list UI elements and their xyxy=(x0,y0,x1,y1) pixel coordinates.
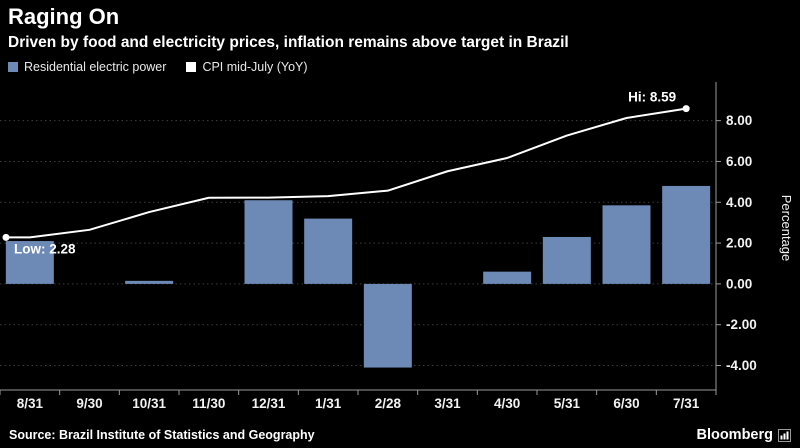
bar-1/31 xyxy=(304,218,353,284)
bar-swatch-icon xyxy=(8,62,18,73)
bloomberg-wordmark: Bloomberg xyxy=(696,427,773,443)
y-tick-label: 0.00 xyxy=(726,276,752,291)
bloomberg-logo: Bloomberg xyxy=(696,427,791,443)
chart-footer: Source: Brazil Institute of Statistics a… xyxy=(0,427,800,443)
cpi-line xyxy=(6,107,687,239)
x-tick-label: 6/30 xyxy=(613,396,639,411)
x-tick-label: 11/30 xyxy=(192,396,225,411)
x-tick-label: 1/31 xyxy=(315,396,342,411)
annotation-dot xyxy=(2,233,10,241)
bar-10/31 xyxy=(125,280,174,284)
x-tick-label: 4/30 xyxy=(494,396,520,411)
y-tick-label: 8.00 xyxy=(726,113,752,128)
legend-label: CPI mid-July (YoY) xyxy=(202,60,308,75)
chart-subtitle: Driven by food and electricity prices, i… xyxy=(8,34,569,52)
annotation-dot xyxy=(682,105,690,113)
y-tick-label: 2.00 xyxy=(726,236,752,251)
x-tick-label: 9/30 xyxy=(76,396,102,411)
x-tick-label: 3/31 xyxy=(434,396,461,411)
chart-title: Raging On xyxy=(8,4,120,29)
x-tick-label: 7/31 xyxy=(673,396,700,411)
bloomberg-terminal-icon xyxy=(778,428,791,442)
x-tick-label: 2/28 xyxy=(375,396,402,411)
bar-2/28 xyxy=(363,283,412,368)
x-tick-label: 8/31 xyxy=(17,396,44,411)
y-tick-label: -2.00 xyxy=(726,317,757,332)
bar-4/30 xyxy=(483,271,532,284)
y-tick-label: 4.00 xyxy=(726,195,752,210)
legend-item-cpi-mid-july: CPI mid-July (YoY) xyxy=(186,60,308,75)
source-note: Source: Brazil Institute of Statistics a… xyxy=(9,428,315,442)
legend-item-residential-electric-power: Residential electric power xyxy=(8,60,166,74)
y-tick-label: 6.00 xyxy=(726,154,752,169)
annotation-label: Hi: 8.59 xyxy=(628,90,676,105)
chart-plot: 8.00 6.00 4.00 2.00 0.00 -2.00 -4.00 Percentage… xyxy=(0,82,794,411)
y-axis-title: Percentage xyxy=(779,195,794,262)
x-tick-label: 12/31 xyxy=(252,396,286,411)
x-tick-label: 10/31 xyxy=(132,396,166,411)
legend-label: Residential electric power xyxy=(24,60,167,75)
legend: Residential electric power CPI mid-July … xyxy=(8,60,790,74)
annotation-label: Low: 2.28 xyxy=(14,241,76,256)
bar-6/30 xyxy=(602,205,651,284)
x-tick-label: 5/31 xyxy=(554,396,581,411)
y-tick-label: -4.00 xyxy=(726,358,757,373)
bar-7/31 xyxy=(662,185,711,284)
bar-8/31 xyxy=(5,241,54,284)
line-swatch-icon xyxy=(186,62,197,73)
bar-5/31 xyxy=(542,236,591,284)
chart-header: Raging On Driven by food and electricity… xyxy=(0,0,800,74)
bar-12/31 xyxy=(244,200,293,284)
